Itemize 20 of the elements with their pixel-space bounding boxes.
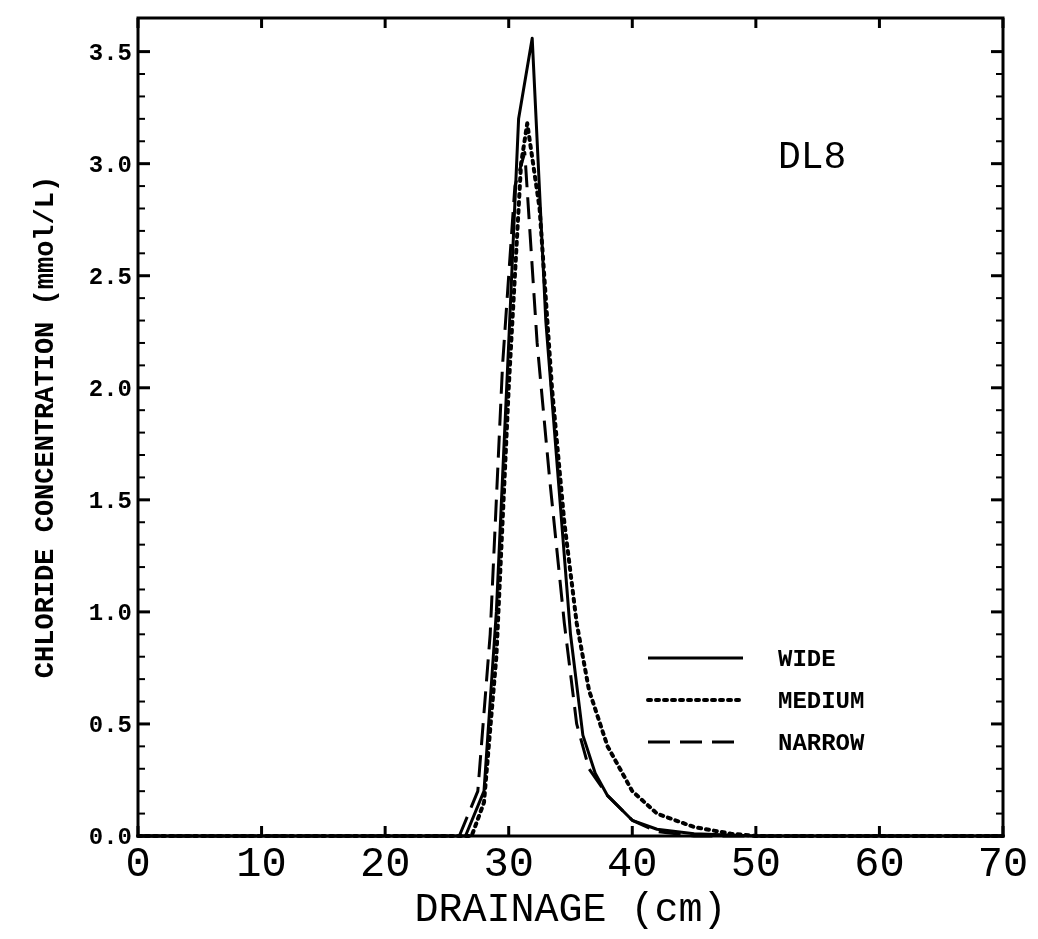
x-tick-label: 20 (359, 841, 411, 889)
x-tick-label: 70 (977, 841, 1029, 889)
x-tick-label: 50 (730, 841, 782, 889)
y-tick-label: 1.5 (88, 488, 132, 516)
x-tick-label: 30 (483, 841, 534, 889)
x-tick-label: 60 (854, 841, 905, 889)
legend-label: MEDIUM (778, 688, 865, 716)
y-tick-label: 3.5 (88, 40, 132, 68)
y-tick-label: 2.0 (88, 376, 132, 404)
y-tick-label: 1.0 (88, 600, 132, 628)
y-tick-label: 0.5 (88, 712, 132, 740)
legend-label: NARROW (778, 730, 866, 758)
y-tick-label: 2.5 (88, 264, 132, 292)
x-axis-title: DRAINAGE (cm) (414, 888, 727, 933)
y-tick-label: 3.0 (88, 152, 132, 180)
annotation: DL8 (778, 136, 847, 179)
x-tick-label: 10 (236, 841, 287, 889)
legend-label: WIDE (778, 646, 836, 674)
x-tick-label: 40 (607, 841, 658, 889)
y-axis-title: CHLORIDE CONCENTRATION (mmol/L) (31, 175, 61, 679)
